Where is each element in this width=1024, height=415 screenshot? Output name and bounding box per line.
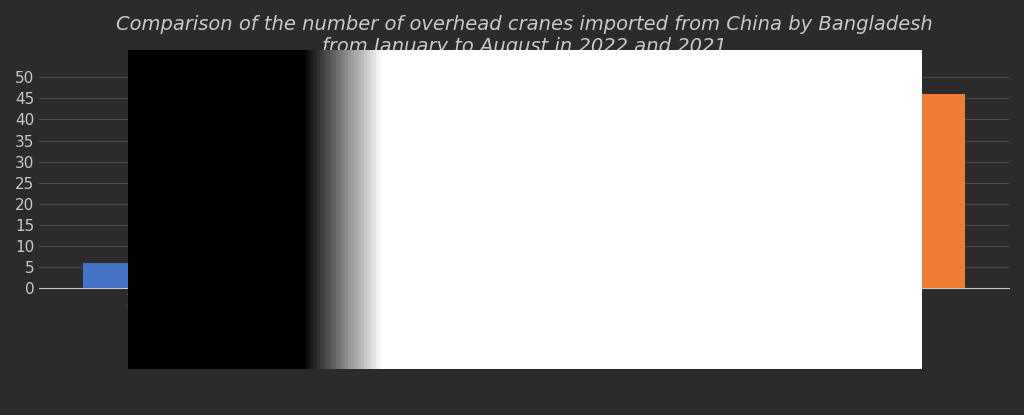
Bar: [918, 94, 965, 288]
Bar: [758, 255, 805, 288]
Bar: [130, 191, 178, 288]
Bar: [243, 255, 290, 288]
Legend: 2021, 2022: 2021, 2022: [461, 318, 587, 343]
Bar: [645, 195, 693, 288]
Title: Comparison of the number of overhead cranes imported from China by Bangladesh
fr: Comparison of the number of overhead cra…: [116, 15, 933, 56]
Bar: [355, 195, 402, 288]
Bar: [581, 246, 628, 288]
Bar: [870, 229, 918, 288]
Bar: [534, 221, 581, 288]
Bar: [308, 259, 355, 288]
Bar: [805, 153, 852, 288]
Bar: [196, 238, 243, 288]
Bar: [468, 217, 515, 288]
Bar: [421, 229, 468, 288]
Bar: [693, 217, 740, 288]
Bar: [83, 263, 130, 288]
